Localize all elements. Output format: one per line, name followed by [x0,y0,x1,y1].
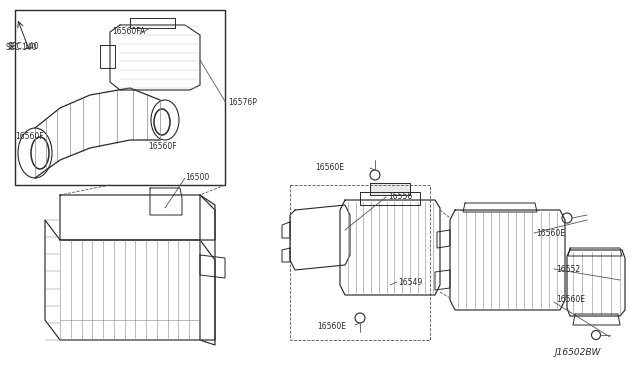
Text: 16556: 16556 [388,192,412,201]
Text: 16576P: 16576P [228,98,257,107]
Text: 16500: 16500 [185,173,209,182]
Text: 16549: 16549 [398,278,422,287]
Text: 16560FA: 16560FA [112,27,145,36]
Polygon shape [370,183,410,195]
Text: 16560E: 16560E [536,229,565,238]
Text: SEC.140: SEC.140 [8,42,40,51]
Text: 16552: 16552 [556,265,580,274]
Text: 16560E: 16560E [315,163,344,172]
Text: 16560F: 16560F [148,142,177,151]
Text: 16560E: 16560E [556,295,585,304]
Text: SEC.140: SEC.140 [6,43,38,52]
Text: 16560F: 16560F [15,132,44,141]
Text: J16502BW: J16502BW [554,348,600,357]
Text: 16560E: 16560E [317,322,346,331]
